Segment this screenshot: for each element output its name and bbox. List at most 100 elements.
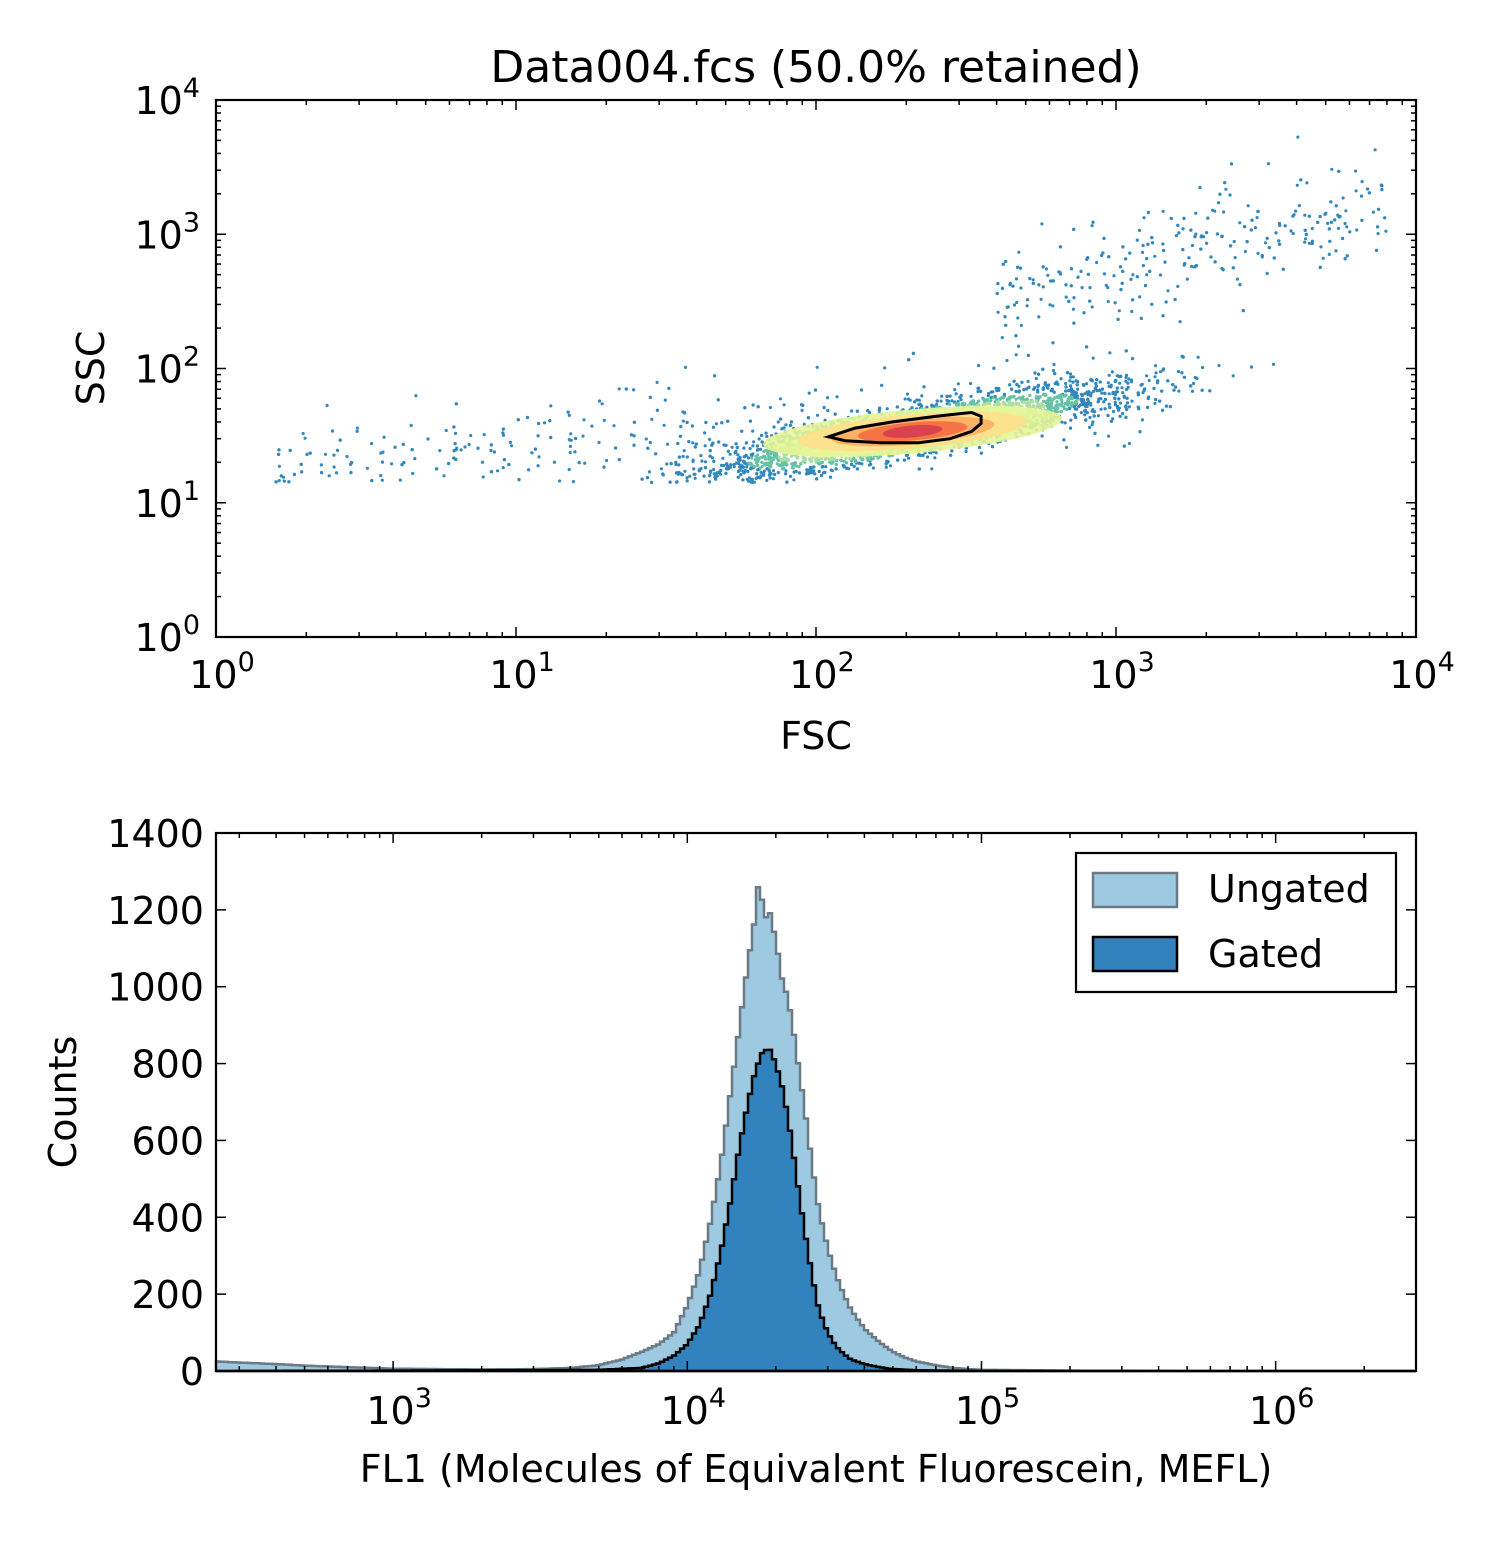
scatter-point: [632, 420, 637, 424]
scatter-point: [930, 467, 934, 471]
scatter-point: [1113, 403, 1118, 407]
scatter-point: [1058, 272, 1063, 276]
scatter-point: [995, 389, 999, 393]
scatter-point: [1035, 405, 1039, 409]
scatter-point: [685, 479, 689, 483]
scatter-point: [759, 470, 763, 474]
scatter-point: [1064, 381, 1068, 386]
scatter-point: [812, 465, 816, 469]
scatter-point: [1083, 392, 1087, 396]
scatter-point: [380, 460, 384, 464]
scatter-point: [1330, 167, 1334, 171]
scatter-point: [986, 394, 990, 398]
scatter-point: [1112, 274, 1116, 278]
scatter-point: [1117, 309, 1121, 313]
scatter-point: [277, 452, 281, 456]
scatter-point: [939, 399, 943, 403]
scatter-point: [769, 452, 773, 456]
scatter-point: [1182, 263, 1186, 267]
scatter-point: [1093, 410, 1097, 414]
scatter-point: [903, 397, 907, 401]
scatter-point: [669, 462, 673, 466]
scatter-point: [819, 473, 824, 478]
scatter-point: [921, 453, 925, 457]
scatter-point: [332, 465, 336, 469]
scatter-point: [1243, 249, 1247, 254]
scatter-point: [815, 365, 819, 369]
scatter-point: [1094, 381, 1098, 386]
scatter-point: [1085, 257, 1089, 261]
scatter-point: [390, 462, 394, 466]
scatter-point: [1106, 286, 1110, 290]
scatter-point: [1037, 372, 1041, 376]
scatter-point: [1114, 392, 1118, 397]
scatter-point: [525, 415, 530, 420]
scatter-point: [765, 449, 769, 453]
scatter-point: [435, 467, 439, 471]
scatter-point: [454, 457, 458, 461]
scatter-point: [655, 380, 659, 384]
scatter-point: [1243, 225, 1247, 229]
scatter-point: [768, 476, 772, 480]
scatter-point: [1238, 283, 1242, 287]
scatter-point: [1138, 228, 1142, 232]
scatter-point: [1028, 276, 1032, 281]
scatter-point: [1016, 316, 1020, 320]
scatter-point: [1068, 406, 1072, 410]
scatter-point: [1161, 408, 1165, 412]
scatter-point: [1136, 405, 1140, 409]
scatter-point: [829, 468, 833, 472]
scatter-point: [834, 462, 838, 467]
scatter-point: [1098, 388, 1102, 392]
scatter-point: [292, 472, 296, 476]
scatter-point: [1233, 256, 1237, 260]
scatter-point: [536, 434, 540, 438]
scatter-point: [1124, 349, 1128, 353]
scatter-point: [730, 445, 734, 449]
scatter-point: [768, 405, 773, 410]
scatter-point: [1020, 380, 1024, 384]
scatter-point: [1333, 218, 1337, 222]
scatter-point: [1124, 257, 1128, 261]
scatter-point: [1025, 304, 1029, 308]
scatter-point: [688, 474, 692, 478]
scatter-point: [733, 451, 737, 455]
scatter-point: [756, 475, 760, 479]
scatter-point: [614, 446, 618, 450]
scatter-point: [355, 426, 359, 430]
scatter-point: [1146, 242, 1150, 246]
scatter-point: [855, 467, 860, 471]
scatter-point: [1068, 372, 1073, 376]
scatter-point: [648, 395, 653, 399]
scatter-point: [755, 472, 759, 476]
scatter-point: [1091, 408, 1095, 412]
scatter-point: [1221, 268, 1225, 272]
scatter-point: [1163, 260, 1167, 264]
scatter-point: [1019, 323, 1023, 327]
scatter-point: [1128, 251, 1132, 255]
scatter-point: [409, 423, 413, 427]
scatter-point: [1080, 393, 1084, 398]
scatter-point: [1115, 386, 1119, 390]
scatter-point: [1310, 226, 1314, 231]
scatter-point: [979, 451, 984, 455]
scatter-point: [1056, 396, 1060, 400]
scatter-point: [1049, 389, 1053, 393]
scatter-point: [489, 448, 493, 453]
scatter-point: [1200, 388, 1204, 392]
scatter-point: [755, 448, 760, 452]
scatter-point: [1098, 380, 1102, 384]
scatter-point: [1107, 255, 1111, 259]
scatter-point: [976, 389, 980, 394]
scatter-point: [1241, 309, 1245, 313]
scatter-point: [791, 461, 795, 466]
scatter-point: [1131, 357, 1135, 361]
scatter-point: [710, 456, 715, 460]
scatter-point: [1011, 284, 1015, 288]
scatter-point: [764, 431, 768, 435]
scatter-point: [1138, 295, 1142, 299]
scatter-point: [1142, 216, 1146, 220]
scatter-point: [806, 416, 811, 420]
scatter-point: [1091, 356, 1095, 360]
scatter-point: [632, 434, 636, 438]
